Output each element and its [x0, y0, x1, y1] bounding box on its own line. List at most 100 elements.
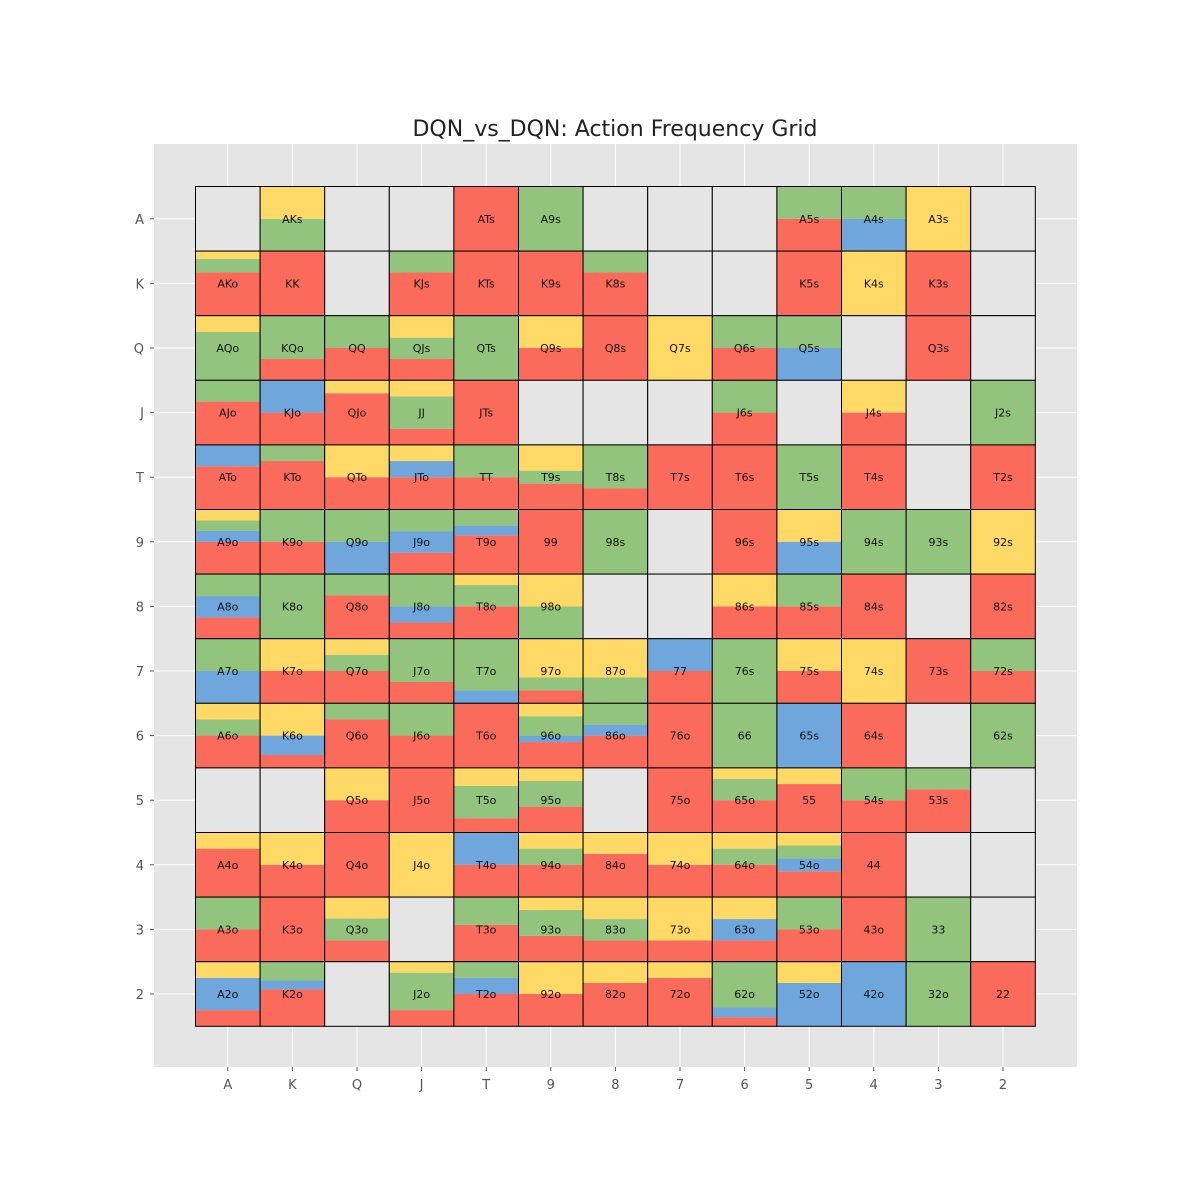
x-tick-label: 2 [999, 1078, 1007, 1093]
frequency-segment-red [453, 535, 519, 575]
hand-cell [970, 315, 1036, 381]
frequency-segment-yellow [647, 832, 713, 865]
cell-label: AJo [219, 407, 237, 420]
cell-background [647, 186, 713, 252]
cell-label: KQo [281, 342, 304, 355]
hand-cell: AJo [195, 379, 261, 446]
frequency-segment-blue [195, 444, 261, 467]
hand-cell: 55 [776, 767, 843, 834]
hand-cell: 98s [582, 509, 649, 575]
frequency-segment-red [195, 929, 261, 962]
frequency-segment-red [841, 412, 907, 445]
frequency-segment-red [776, 871, 842, 898]
cell-background [906, 574, 971, 639]
hand-cell: Q8s [582, 315, 649, 381]
hand-cell: T4s [841, 444, 907, 510]
cell-label: A3o [217, 923, 239, 936]
hand-cell: 66 [711, 702, 778, 769]
hand-cell: KJs [388, 250, 455, 317]
cell-background [647, 380, 713, 445]
frequency-segment-yellow [712, 574, 777, 607]
hand-cell: A3o [195, 896, 261, 963]
cell-label: KK [285, 277, 300, 290]
frequency-segment-yellow [195, 251, 261, 259]
y-tick-label: T [135, 471, 144, 486]
hand-cell: AKs [259, 186, 326, 252]
cell-background [970, 897, 1036, 962]
frequency-segment-green [324, 574, 390, 596]
hand-cell: 86s [711, 573, 778, 640]
hand-cell: J4o [388, 832, 455, 898]
hand-cell [711, 186, 778, 252]
cell-label: 92o [540, 988, 561, 1001]
y-tick-label: 7 [136, 665, 144, 680]
hand-cell: 74o [647, 832, 713, 898]
cell-label: T6s [734, 471, 755, 484]
cell-label: 97o [540, 665, 561, 678]
cell-label: 98s [606, 536, 626, 549]
hand-cell: T5s [776, 444, 843, 510]
x-tick-label: 7 [676, 1078, 684, 1093]
hand-cell [582, 573, 649, 640]
hand-cell: 83o [582, 896, 649, 963]
cell-label: K6o [282, 730, 303, 743]
hand-cell: 54s [841, 767, 907, 834]
y-tick-label: 5 [136, 794, 144, 809]
hand-cell: Q9s [518, 315, 584, 381]
cell-label: QTo [347, 471, 368, 484]
hand-cell: 93s [905, 509, 972, 575]
cell-label: 75o [670, 794, 691, 807]
frequency-segment-red [324, 832, 390, 898]
cell-label: 65s [799, 730, 819, 743]
frequency-segment-green [712, 380, 777, 413]
frequency-segment-red [647, 671, 713, 704]
frequency-segment-green [453, 585, 519, 607]
hand-cell: 96o [518, 702, 584, 769]
frequency-segment-red [583, 315, 648, 381]
frequency-segment-green [195, 638, 261, 671]
frequency-segment-yellow [647, 961, 713, 978]
hand-cell: KK [259, 250, 326, 317]
cell-label: A7o [217, 665, 239, 678]
hand-cell [195, 186, 261, 252]
frequency-segment-green [841, 186, 907, 219]
frequency-segment-green [841, 767, 907, 801]
hand-cell: T2o [453, 961, 519, 1027]
hand-cell: K7o [259, 638, 326, 704]
hand-cell: A6o [195, 702, 261, 769]
hand-cell: KTo [259, 444, 326, 510]
hand-cell: 92o [518, 961, 584, 1027]
cell-label: Q3o [346, 923, 369, 936]
cell-background [970, 186, 1036, 252]
hand-cell [776, 379, 843, 446]
cell-label: Q7s [669, 342, 691, 355]
cell-label: K3o [282, 923, 303, 936]
frequency-segment-green [389, 638, 454, 682]
frequency-segment-green [389, 703, 454, 736]
y-tick-label: 2 [136, 988, 144, 1003]
frequency-segment-red [583, 940, 648, 962]
frequency-segment-blue [583, 724, 648, 736]
cell-background [583, 574, 648, 639]
cell-label: 73o [670, 923, 691, 936]
frequency-segment-yellow [970, 509, 1036, 575]
cell-label: K8o [282, 600, 303, 613]
hand-cell: J7o [388, 638, 455, 704]
cell-label: 76s [735, 665, 755, 678]
frequency-segment-blue [776, 983, 842, 1027]
frequency-segment-green [389, 251, 454, 273]
frequency-segment-green [389, 337, 454, 359]
frequency-segment-blue [776, 703, 842, 768]
cell-label: 43o [863, 923, 884, 936]
x-tick-label: 6 [740, 1078, 748, 1093]
frequency-segment-red [647, 444, 713, 510]
cell-label: 53s [929, 794, 949, 807]
cell-label: 64s [864, 730, 884, 743]
y-tick-label: 9 [136, 536, 144, 551]
frequency-segment-green [195, 331, 261, 381]
hand-cell: 74s [841, 638, 907, 704]
frequency-segment-green [583, 509, 648, 575]
hand-cell: J6o [388, 702, 455, 769]
frequency-segment-red [324, 348, 390, 381]
